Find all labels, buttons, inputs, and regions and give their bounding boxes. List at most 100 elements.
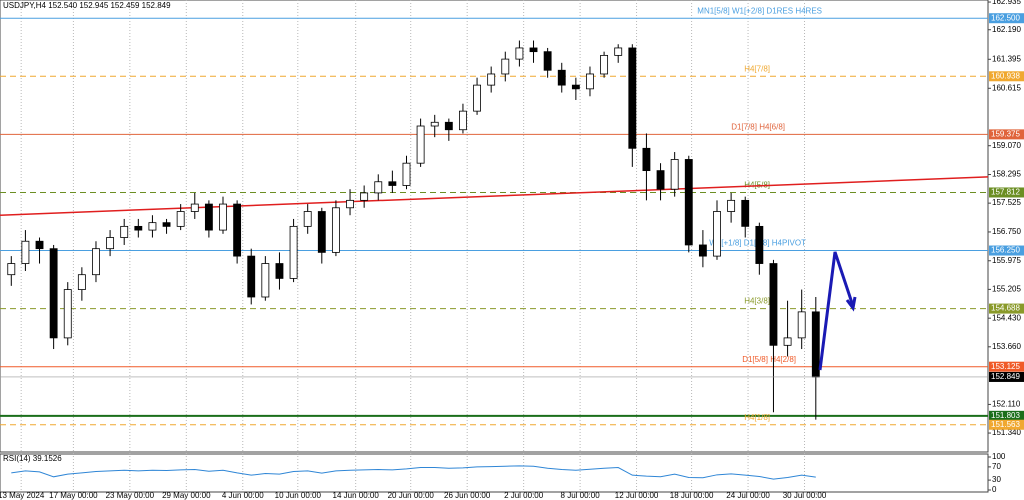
candle-body [571,84,580,90]
price-label: 157.812 [991,188,1020,197]
candle-body [797,311,806,339]
rsi-tick-label: 100 [992,452,1006,461]
candle-body [247,255,256,298]
x-tick-label: 8 Jul 00:00 [561,491,601,500]
candle-body [92,248,100,276]
y-tick-label: 157.525 [992,198,1021,207]
candle-body [63,289,72,339]
candle-body [684,159,693,246]
y-tick-label: 159.070 [992,141,1021,150]
x-tick-label: 13 May 2024 [0,491,45,500]
price-label: 162.500 [991,13,1020,22]
candle-body [49,248,58,339]
y-tick-label: 155.975 [992,256,1021,265]
candle-body [416,125,425,164]
y-tick-label: 161.395 [992,54,1021,63]
price-label: 159.375 [991,129,1020,138]
price-label: 156.250 [991,246,1020,255]
candle-body [21,240,30,264]
candle-body [670,159,679,190]
candle-body [7,263,16,276]
price-label: 160.938 [991,71,1020,80]
x-tick-label: 30 Jul 00:00 [783,491,827,500]
candle-body [360,192,369,201]
candle-body [176,211,185,227]
candle-body [487,73,496,86]
candle-body [515,47,524,60]
candle-body [148,222,157,231]
candle-body [444,121,453,131]
candle-body [346,199,354,209]
rsi-frame [0,453,989,493]
x-tick-label: 18 Jul 00:00 [670,491,714,500]
last-price-label: 152.849 [991,372,1020,381]
price-label-bg [989,71,1024,82]
price-label: 154.688 [991,304,1020,313]
candle-body [134,225,143,231]
candle-body [783,337,792,346]
price-label-bg [989,187,1024,198]
candle-body [628,47,637,149]
candle-body [656,170,665,190]
candle-body [741,199,750,227]
candle-body [106,237,115,250]
candle-body [331,207,340,253]
y-tick-label: 162.935 [992,0,1021,6]
price-label-bg [989,13,1024,24]
x-tick-label: 12 Jul 00:00 [615,491,659,500]
candle-body [233,203,242,257]
candle-body [614,47,623,56]
level-text: H4[5/8] [744,181,770,190]
price-label: 151.563 [991,420,1020,429]
candle-body [586,73,594,90]
candle-body [162,222,171,227]
price-label-bg [989,303,1024,314]
arrow-head [845,296,857,312]
level-text: MN1[5/8] W1[+2/8] D1RES H4RES [697,6,822,15]
candle-body [190,203,199,212]
x-tick-label: 17 May 00:00 [49,491,98,500]
candle-body [219,203,227,231]
rsi-tick-label: 0 [992,485,997,494]
price-label: 151.803 [991,411,1020,420]
candle-body [600,54,609,75]
candle-body [755,225,764,264]
candle-body [769,263,778,346]
candle-body [543,51,552,71]
candle-body [317,211,326,253]
candle-body [289,225,298,279]
y-tick-label: 155.205 [992,284,1021,293]
candle-body [557,69,566,86]
price-label: 153.125 [991,362,1020,371]
candle-body [388,181,397,186]
last-price-bg [989,371,1024,382]
rsi-line [11,465,816,480]
x-tick-label: 2 Jul 00:00 [504,491,544,500]
level-text: H4[1/8] [744,413,770,422]
candle-body [713,211,721,257]
y-tick-label: 151.340 [992,428,1021,437]
x-tick-label: 14 Jun 00:00 [333,491,380,500]
y-tick-label: 162.190 [992,25,1021,34]
candle-body [261,263,270,298]
candle-body [727,199,736,212]
candle-body [529,47,538,53]
x-tick-label: 26 Jun 00:00 [444,491,491,500]
forecast-arrow [818,251,855,371]
candle-body [120,225,129,238]
level-text: D1[7/8] H4[6/8] [731,122,785,131]
x-tick-label: 4 Jun 00:00 [222,491,264,500]
trend-line [0,176,989,216]
x-tick-label: 10 Jun 00:00 [275,491,322,500]
price-label-bg [989,245,1024,256]
candle-body [430,121,439,127]
candle-body [501,58,510,75]
price-label-bg [989,410,1024,421]
y-tick-label: 156.750 [992,227,1021,236]
candle-body [698,244,707,257]
x-tick-label: 20 Jun 00:00 [388,491,435,500]
candle-body [473,84,481,112]
plot-frame [0,0,989,453]
candle-body [275,263,284,279]
